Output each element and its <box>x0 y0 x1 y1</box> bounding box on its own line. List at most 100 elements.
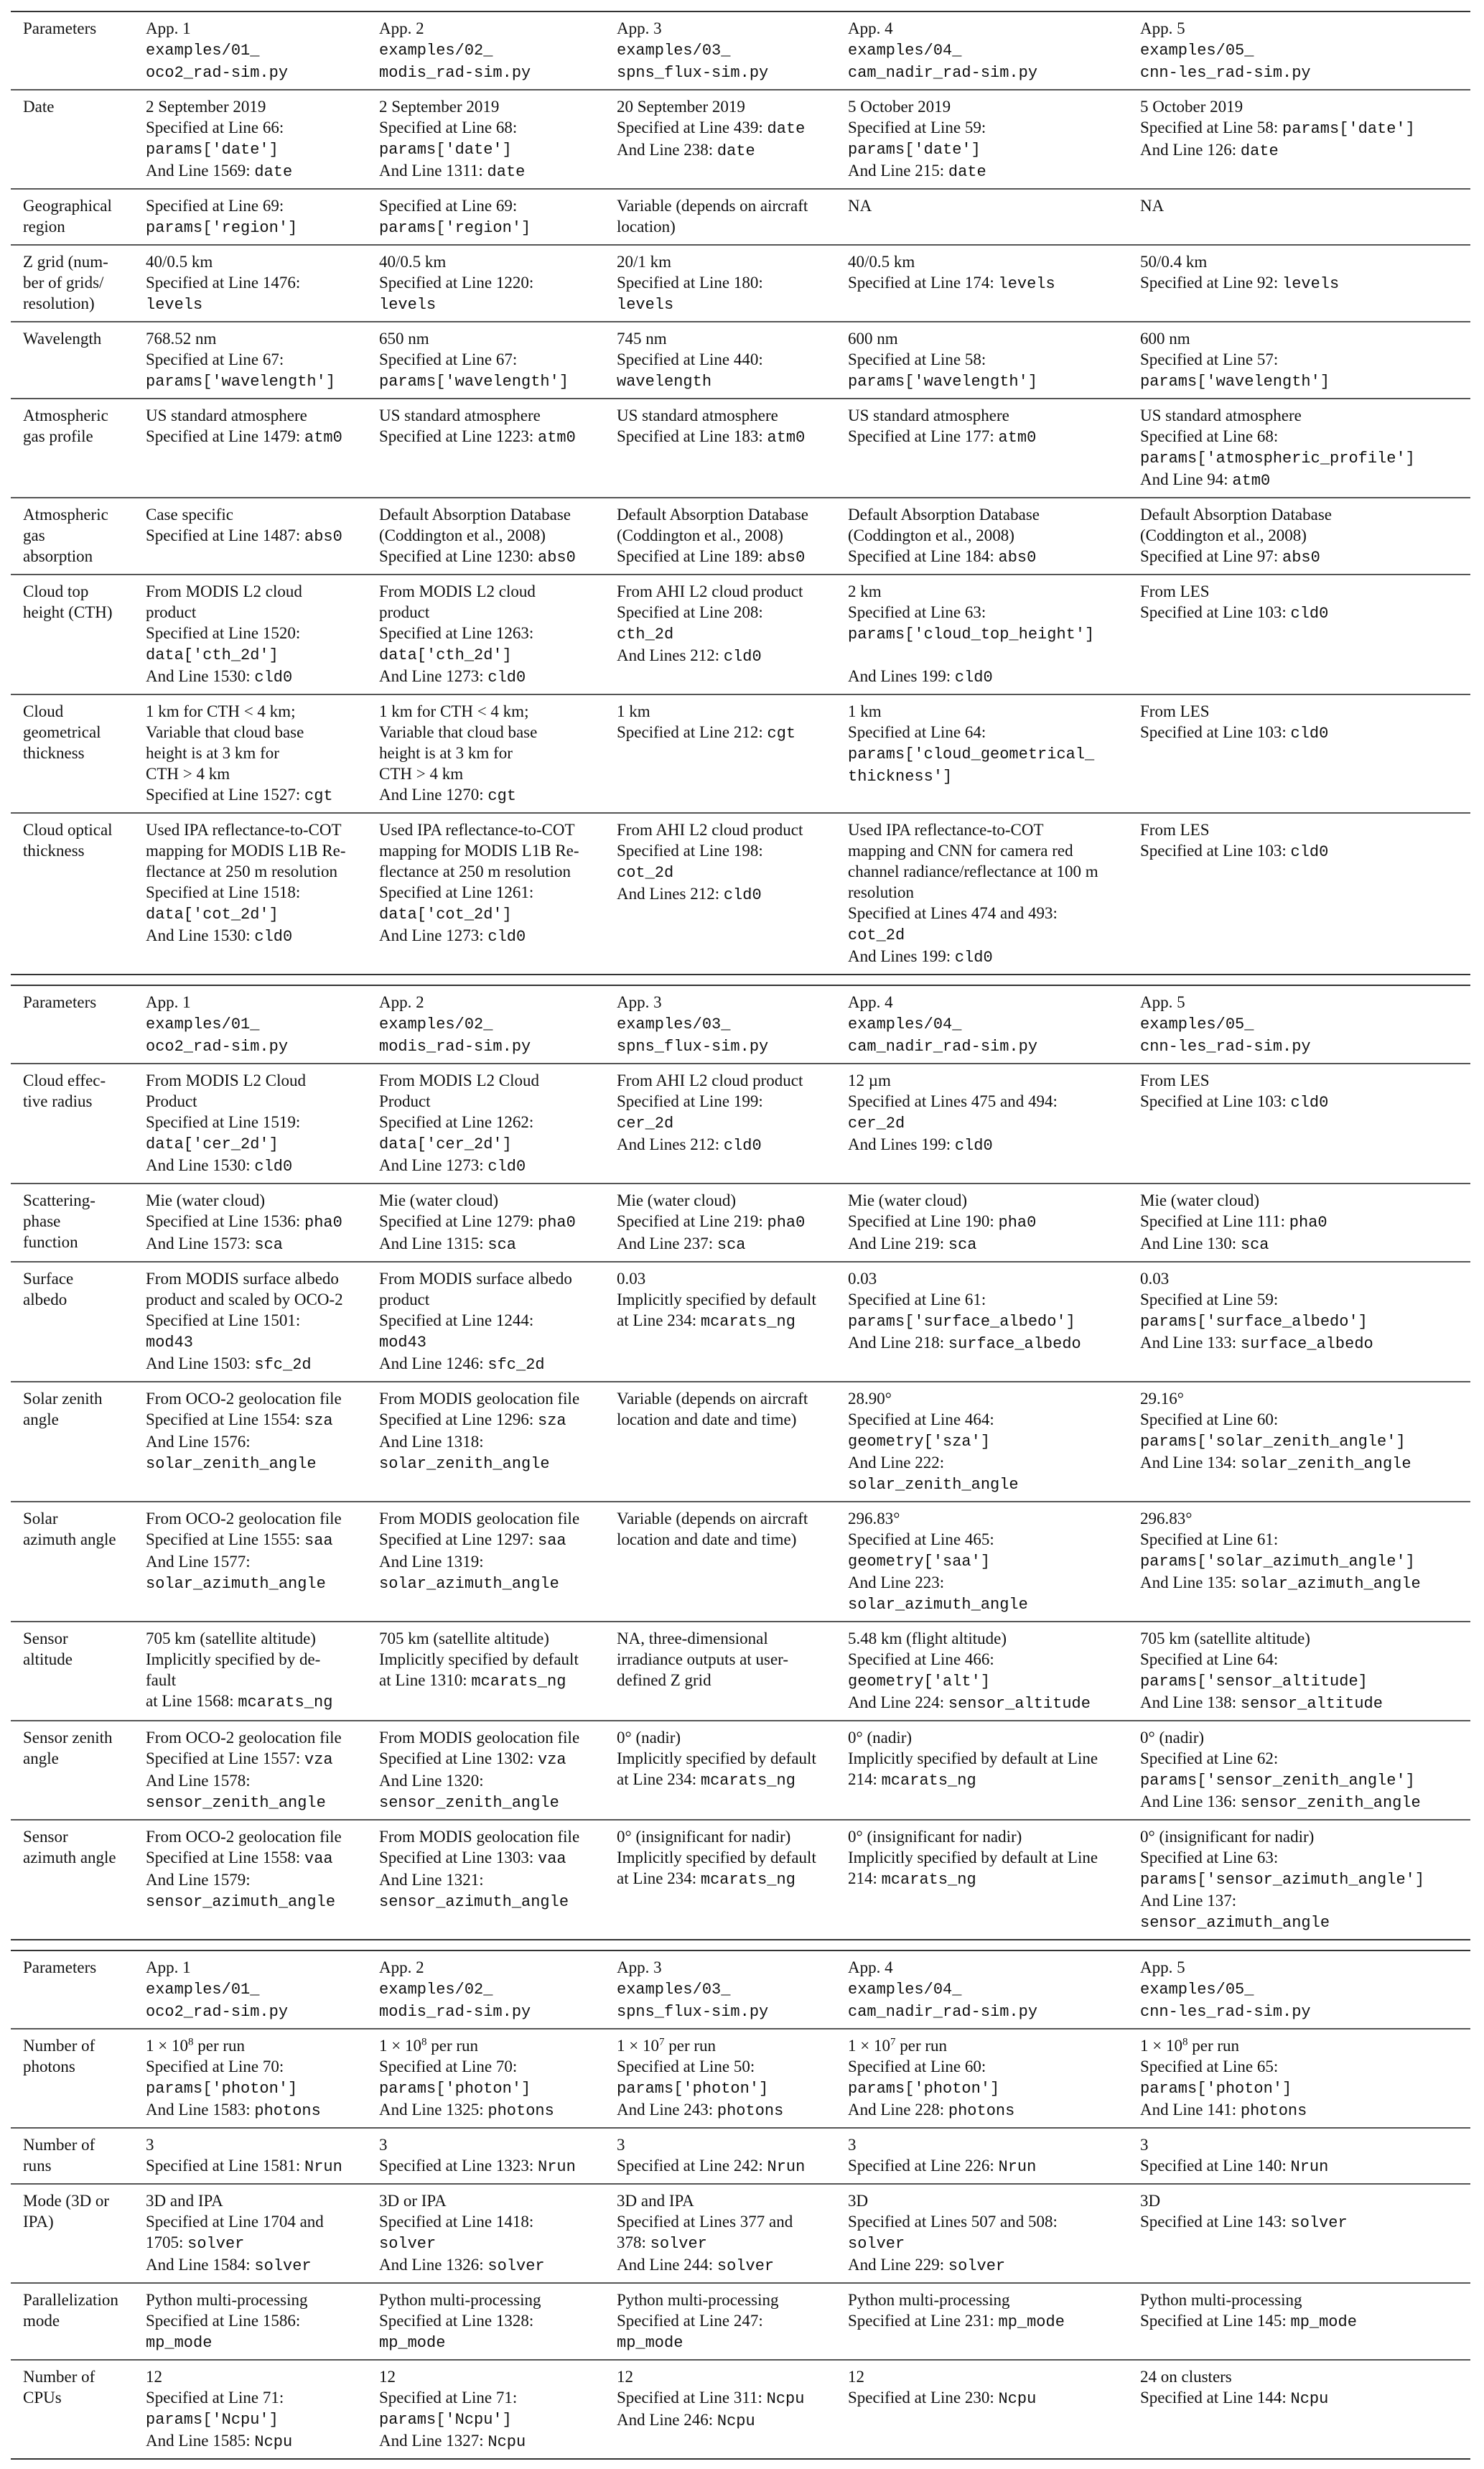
code-segment: params['wavelength'] <box>848 373 1038 391</box>
cell-line: examples/01_ <box>146 1978 379 2000</box>
cell-line: Specified at Line 103: cld0 <box>1140 722 1470 744</box>
parameter-name: Cloud optical thickness <box>11 812 146 975</box>
code-segment: mod43 <box>379 1334 427 1352</box>
code-segment: date <box>254 163 293 181</box>
cell-line: And Line 1530: cld0 <box>146 666 379 688</box>
code-segment: geometry['alt'] <box>848 1673 991 1691</box>
cell-line: Specified at Line 1558: vaa <box>146 1847 379 1869</box>
text-segment: 745 nm <box>617 330 667 348</box>
cell-line: And Line 1585: Ncpu <box>146 2430 379 2452</box>
cell-line: at Line 1310: mcarats_ng <box>379 1670 617 1692</box>
text-segment: Specified at Line 1487: <box>146 526 304 544</box>
app-5-cell: Mie (water cloud) Specified at Line 111: … <box>1140 1183 1470 1262</box>
code-segment: abs0 <box>767 549 806 567</box>
code-segment: params['cloud_top_height'] <box>848 626 1095 643</box>
cell-line: examples/03_ <box>617 1013 848 1035</box>
text-segment: Product <box>379 1092 431 1110</box>
cell-line: App. 4 <box>848 1957 1140 1978</box>
code-segment: cth_2d <box>617 626 674 643</box>
text-segment: App. 4 <box>848 993 893 1011</box>
code-segment: mcarats_ng <box>471 1673 566 1691</box>
app-1-cell: 12 Specified at Line 71: params['Ncpu'] And… <box>146 2359 379 2459</box>
app-2-cell: From MODIS geolocation file Specified at … <box>379 1819 617 1940</box>
text-segment: Specified at Line 219: <box>617 1212 767 1230</box>
cell-line: Implicitly specified by default at Line <box>848 1847 1140 1868</box>
cell-line: examples/04_ <box>848 1978 1140 2000</box>
app-2-cell: Specified at Line 69: params['region'] <box>379 188 617 245</box>
code-segment: cld0 <box>1290 843 1329 861</box>
cell-line: 705 km (satellite altitude) <box>1140 1628 1470 1649</box>
cell-line: Atmospheric <box>23 405 146 426</box>
cell-line: Specified at Line 58: <box>848 349 1140 370</box>
cell-line: Specified at Line 1262: <box>379 1112 617 1133</box>
text-segment: mapping and CNN for camera red <box>848 842 1073 860</box>
cell-line: 3 <box>1140 2134 1470 2155</box>
cell-line: Specified at Line 61: <box>1140 1529 1470 1550</box>
cell-line: CTH > 4 km <box>146 763 379 784</box>
cell-line: cam_nadir_rad-sim.py <box>848 2000 1140 2022</box>
text-segment: App. 2 <box>379 993 424 1011</box>
text-segment: And Line 1318: <box>379 1433 484 1451</box>
cell-line: And Line 215: date <box>848 160 1140 182</box>
parameter-name: Number of photons <box>11 2028 146 2128</box>
text-segment: And Line 1321: <box>379 1871 484 1889</box>
cell-line: Specified at Line 242: Nrun <box>617 2155 848 2177</box>
app-1-cell: From OCO-2 geolocation file Specified at … <box>146 1819 379 1940</box>
cell-line: Specified at Line 57: <box>1140 349 1470 370</box>
text-segment: From LES <box>1140 582 1210 600</box>
table-row: Sensor azimuth angle From OCO-2 geolocatio… <box>11 1819 1470 1940</box>
code-segment: params['date'] <box>146 141 279 159</box>
code-segment: solar_azimuth_angle <box>146 1575 326 1593</box>
text-segment: Cloud top <box>23 582 89 600</box>
cell-line: 3 <box>146 2134 379 2155</box>
code-segment: cld0 <box>254 928 293 946</box>
cell-line: 0° (nadir) <box>848 1727 1140 1748</box>
parameter-name: Wavelength <box>11 321 146 399</box>
code-segment: examples/01_ <box>146 42 260 60</box>
code-segment: params['surface_albedo'] <box>1140 1313 1368 1331</box>
app-2-cell: 12 Specified at Line 71: params['Ncpu'] And… <box>379 2359 617 2459</box>
text-segment: Specified at Line 199: <box>617 1092 763 1110</box>
cell-line: And Line 1569: date <box>146 160 379 182</box>
text-segment: From AHI L2 cloud product <box>617 821 803 839</box>
code-segment: cld0 <box>254 669 293 687</box>
cell-line: (Coddington et al., 2008) <box>379 525 617 546</box>
text-segment: Python multi-processing <box>1140 2291 1302 2309</box>
cell-line: region <box>23 216 146 237</box>
code-segment: sca <box>717 1236 746 1254</box>
text-segment: Specified at Line 208: <box>617 603 763 621</box>
code-segment: sza <box>304 1412 333 1430</box>
table-row: Sensor zenith angle From OCO-2 geolocation… <box>11 1720 1470 1820</box>
cell-line: Solar <box>23 1508 146 1529</box>
text-segment: US standard atmosphere <box>848 406 1009 424</box>
text-segment: location) <box>617 218 676 236</box>
code-segment: examples/05_ <box>1140 1015 1254 1033</box>
cell-line: Mie (water cloud) <box>617 1190 848 1211</box>
text-segment: From AHI L2 cloud product <box>617 582 803 600</box>
text-segment: Specified at Line 1557: <box>146 1749 304 1767</box>
cell-line: Specified at Line 1704 and <box>146 2211 379 2232</box>
app-2-cell: 1 × 108 per run Specified at Line 70: para… <box>379 2028 617 2128</box>
cell-line: 650 nm <box>379 328 617 349</box>
code-segment: sensor_azimuth_angle <box>379 1893 569 1911</box>
cell-line: Specified at Line 50: <box>617 2056 848 2077</box>
cell-line: params['date'] <box>379 138 617 160</box>
code-segment: cld0 <box>723 648 762 666</box>
text-segment: Specified at Line 70: <box>146 2058 284 2075</box>
code-segment: params['photon'] <box>379 2080 531 2098</box>
code-segment: cer_2d <box>617 1115 674 1133</box>
text-segment: per run <box>193 2037 246 2055</box>
cell-line: at Line 1568: mcarats_ng <box>146 1691 379 1713</box>
cell-line: params['solar_azimuth_angle'] <box>1140 1550 1470 1572</box>
code-segment: surface_albedo <box>1240 1335 1373 1353</box>
text-segment: 1 × 10 <box>379 2037 421 2055</box>
app-4-cell: 28.90° Specified at Line 464: geometry['sz… <box>848 1381 1140 1502</box>
text-segment: thickness <box>23 842 85 860</box>
cell-line: 0.03 <box>1140 1268 1470 1289</box>
cell-line: Specified at Line 70: <box>146 2056 379 2077</box>
cell-line: Specified at Line 59: <box>1140 1289 1470 1310</box>
cell-line: And Line 244: solver <box>617 2254 848 2277</box>
header-app-3: App. 3 examples/03_ spns_flux-sim.py <box>617 11 848 90</box>
code-segment: params['wavelength'] <box>379 373 569 391</box>
superscript: 8 <box>187 2036 194 2048</box>
